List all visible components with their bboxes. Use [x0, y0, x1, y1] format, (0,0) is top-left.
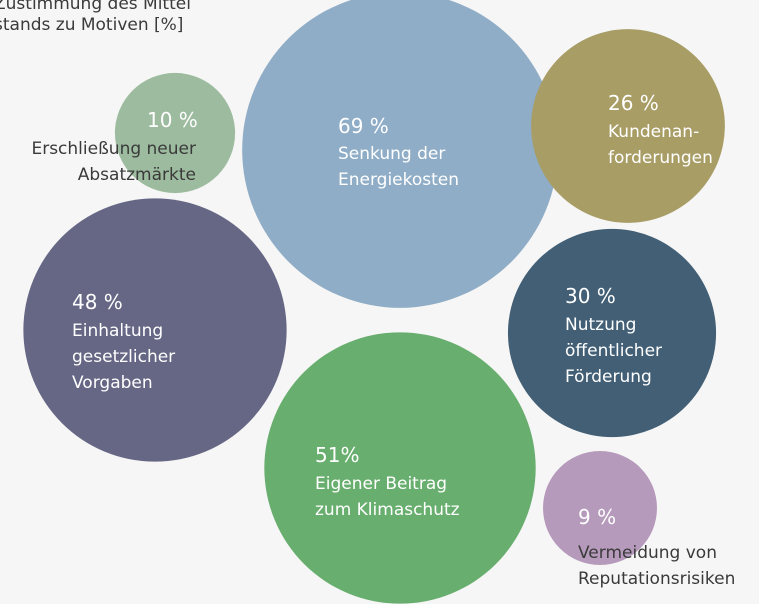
bubble — [242, 0, 558, 308]
bubble-label: zum Klimaschutz — [315, 500, 460, 520]
bubble-label: Reputationsrisiken — [578, 569, 735, 589]
bubble-label: Kundenan- — [608, 122, 699, 142]
bubble-label: Energiekosten — [338, 170, 459, 190]
bubble — [543, 451, 657, 565]
bubble-label: Einhaltung — [72, 321, 163, 341]
bubble-label: Nutzung — [565, 315, 636, 335]
bubble-label: Eigener Beitrag — [315, 474, 447, 494]
bubble — [507, 228, 717, 438]
bubble-label: öffentlicher — [565, 341, 662, 361]
bubble-label: Förderung — [565, 367, 652, 387]
value-label: 9 % — [578, 505, 616, 529]
chart-title: Zustimmung des Mittel — [0, 0, 191, 14]
value-label: 51% — [315, 443, 359, 467]
bubble-label: Senkung der — [338, 144, 445, 164]
bubble-label: forderungen — [608, 148, 713, 168]
bubble-label: Erschließung neuer — [31, 139, 196, 159]
bubble-label: Vorgaben — [72, 373, 153, 393]
bubble-label: Vermeidung von — [578, 543, 717, 563]
value-label: 48 % — [72, 290, 123, 314]
value-label: 10 % — [147, 108, 198, 132]
bubble — [23, 198, 287, 462]
value-label: 26 % — [608, 91, 659, 115]
value-label: 69 % — [338, 114, 389, 138]
chart-title: stands zu Motiven [%] — [0, 15, 183, 35]
bubble — [531, 29, 725, 223]
value-label: 30 % — [565, 284, 616, 308]
bubble-label: Absatzmärkte — [78, 165, 196, 185]
bubble — [264, 332, 536, 604]
bubble-label: gesetzlicher — [72, 347, 175, 367]
bubble — [114, 72, 236, 194]
